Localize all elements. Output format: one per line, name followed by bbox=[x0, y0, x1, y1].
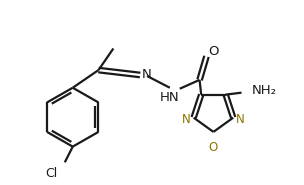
Text: O: O bbox=[209, 45, 219, 58]
Text: NH₂: NH₂ bbox=[251, 84, 276, 97]
Text: N: N bbox=[236, 113, 244, 126]
Text: HN: HN bbox=[160, 91, 180, 104]
Text: O: O bbox=[209, 141, 218, 154]
Text: N: N bbox=[182, 113, 191, 126]
Text: Cl: Cl bbox=[45, 167, 57, 180]
Text: N: N bbox=[142, 68, 152, 80]
